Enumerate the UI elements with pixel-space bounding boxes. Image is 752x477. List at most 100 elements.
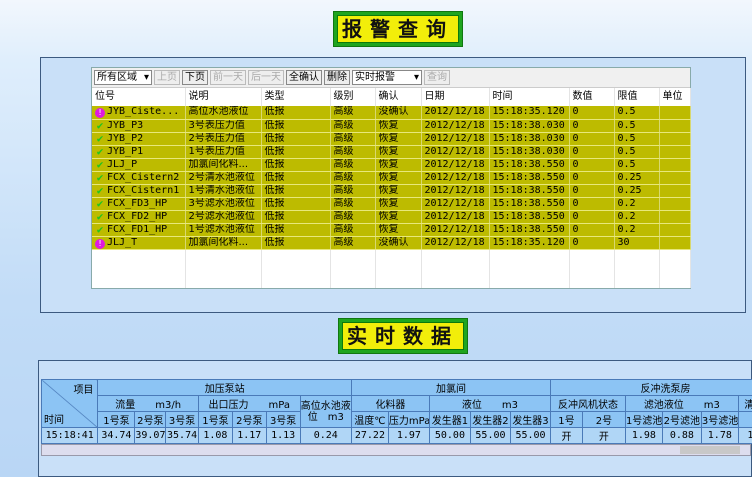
cell-level: 高级 xyxy=(330,210,376,224)
column-header[interactable]: 时间 xyxy=(489,88,570,106)
cell-time: 15:18:35.120 xyxy=(489,236,570,250)
alarm-row[interactable]: ! JYB_Ciste... 高位水池液位 低报 高级 没确认 2012/12/18 15:1… xyxy=(92,106,691,120)
prev-page-button[interactable]: 上页 xyxy=(154,70,180,85)
cell-value: 0 xyxy=(569,197,615,211)
cell-level: 高级 xyxy=(330,171,376,185)
cell-value: 0 xyxy=(569,210,615,224)
cell-tag: ! JLJ_T xyxy=(92,236,186,250)
column-header[interactable]: 确认 xyxy=(375,88,422,106)
column-header: 1号 xyxy=(737,411,752,428)
empty-cell xyxy=(185,249,262,262)
cell-type: 低报 xyxy=(261,236,331,250)
data-value: 开 xyxy=(581,427,626,444)
alarm-row[interactable]: ! JLJ_T 加氯间化料... 低报 高级 没确认 2012/12/18 15:18:35.… xyxy=(92,236,691,250)
group-backwash-room: 反冲洗泵房 xyxy=(550,379,752,396)
cell-date: 2012/12/18 xyxy=(421,158,490,172)
alarm-row[interactable]: ✔ FCX_Cistern2 2号清水池液位 低报 高级 恢复 2012/12/18 15:1… xyxy=(92,171,691,185)
cell-confirm: 恢复 xyxy=(375,197,422,211)
cell-time: 15:18:38.550 xyxy=(489,223,570,237)
alarm-row[interactable]: ✔ FCX_FD1_HP 1号滤水池液位 低报 高级 恢复 2012/12/18 15:18:… xyxy=(92,223,691,237)
column-header[interactable]: 单位 xyxy=(659,88,691,106)
column-header[interactable]: 级别 xyxy=(330,88,376,106)
cell-desc: 加氯间化料... xyxy=(185,158,262,172)
cell-unit xyxy=(659,210,691,224)
cell-date: 2012/12/18 xyxy=(421,210,490,224)
column-header[interactable]: 位号 xyxy=(92,88,186,106)
cell-date: 2012/12/18 xyxy=(421,184,490,198)
empty-cell xyxy=(330,262,376,275)
horizontal-scrollbar[interactable] xyxy=(41,444,751,456)
cell-time: 15:18:38.550 xyxy=(489,197,570,211)
chevron-down-icon: ▾ xyxy=(143,72,149,83)
checkmark-icon: ✔ xyxy=(96,158,104,171)
scrollbar-thumb[interactable] xyxy=(680,446,740,454)
alarm-row[interactable]: ✔ FCX_Cistern1 1号清水池液位 低报 高级 恢复 2012/12/18 15:1… xyxy=(92,184,691,198)
empty-cell xyxy=(489,262,570,275)
cell-tag: ✔ JLJ_P xyxy=(92,158,186,172)
checkmark-icon: ✔ xyxy=(96,132,104,145)
checkmark-icon: ✔ xyxy=(96,184,104,197)
column-header: 发生器3 xyxy=(509,411,552,428)
query-button[interactable]: 查询 xyxy=(424,70,450,85)
confirm-all-button[interactable]: 全确认 xyxy=(286,70,322,85)
checkmark-icon: ✔ xyxy=(96,197,104,210)
cell-type: 低报 xyxy=(261,158,331,172)
cell-type: 低报 xyxy=(261,171,331,185)
tag-text: JLJ_P xyxy=(107,158,138,170)
alarm-row[interactable]: ✔ JYB_P3 3号表压力值 低报 高级 恢复 2012/12/18 15:18:38.03… xyxy=(92,119,691,133)
area-select[interactable]: 所有区域 ▾ xyxy=(94,70,152,85)
next-day-button[interactable]: 后一天 xyxy=(248,70,284,85)
prev-day-button[interactable]: 前一天 xyxy=(210,70,246,85)
cell-confirm: 没确认 xyxy=(375,236,422,250)
alarm-row[interactable]: ✔ FCX_FD2_HP 2号滤水池液位 低报 高级 恢复 2012/12/18 15:18:… xyxy=(92,210,691,224)
cell-level: 高级 xyxy=(330,223,376,237)
cell-confirm: 恢复 xyxy=(375,132,422,146)
cell-tag: ✔ FCX_FD2_HP xyxy=(92,210,186,224)
data-value: 50.00 xyxy=(428,427,471,444)
alarm-row[interactable]: ✔ FCX_FD3_HP 3号滤水池液位 低报 高级 恢复 2012/12/18 15:18:… xyxy=(92,197,691,211)
tag-text: JLJ_T xyxy=(107,236,138,248)
cell-confirm: 没确认 xyxy=(375,106,422,120)
delete-button[interactable]: 删除 xyxy=(324,70,350,85)
cell-level: 高级 xyxy=(330,184,376,198)
data-value: 1.18 xyxy=(737,427,752,444)
empty-cell xyxy=(330,249,376,262)
group-chlorine-room: 加氯间 xyxy=(350,379,552,396)
cell-desc: 3号滤水池液位 xyxy=(185,197,262,211)
cell-desc: 1号表压力值 xyxy=(185,145,262,159)
alarm-row[interactable]: ✔ JYB_P1 1号表压力值 低报 高级 恢复 2012/12/18 15:18:38.03… xyxy=(92,145,691,159)
data-value: 1.08 xyxy=(197,427,233,444)
empty-cell xyxy=(261,275,331,288)
column-header[interactable]: 说明 xyxy=(185,88,262,106)
cell-limit: 0.2 xyxy=(614,210,660,224)
cell-time: 15:18:35.120 xyxy=(489,106,570,120)
column-header[interactable]: 数值 xyxy=(569,88,615,106)
cell-level: 高级 xyxy=(330,197,376,211)
tag-text: JYB_P1 xyxy=(107,145,144,157)
chevron-down-icon: ▾ xyxy=(413,72,419,83)
alarm-row[interactable]: ✔ JLJ_P 加氯间化料... 低报 高级 恢复 2012/12/18 15:18:38.5… xyxy=(92,158,691,172)
cell-confirm: 恢复 xyxy=(375,210,422,224)
cell-confirm: 恢复 xyxy=(375,119,422,133)
column-header: 1号泵 xyxy=(97,411,136,428)
cell-date: 2012/12/18 xyxy=(421,132,490,146)
column-header[interactable]: 限值 xyxy=(614,88,660,106)
data-value: 55.00 xyxy=(509,427,552,444)
cell-type: 低报 xyxy=(261,119,331,133)
column-header: 发生器2 xyxy=(469,411,511,428)
empty-row xyxy=(92,262,691,275)
mode-select[interactable]: 实时报警 ▾ xyxy=(352,70,422,85)
column-header[interactable]: 日期 xyxy=(421,88,490,106)
empty-cell xyxy=(261,262,331,275)
alarm-panel: 所有区域 ▾ 上页 下页 前一天 后一天 全确认 删除 实时报警 ▾ 查询 位号 说明… xyxy=(40,57,746,313)
alarm-row[interactable]: ✔ JYB_P2 2号表压力值 低报 高级 恢复 2012/12/18 15:18:38.03… xyxy=(92,132,691,146)
empty-cell xyxy=(489,275,570,288)
column-header: 1号 xyxy=(550,411,583,428)
next-page-button[interactable]: 下页 xyxy=(182,70,208,85)
cell-unit xyxy=(659,119,691,133)
column-header[interactable]: 类型 xyxy=(261,88,331,106)
sub-fan: 反冲风机状态 xyxy=(550,395,626,412)
alarm-icon: ! xyxy=(95,108,105,118)
realtime-table: 项目 时间 加压泵站 加氯间 反冲洗泵房 流量 m3/h 出口压力 mPa 高位水… xyxy=(40,379,752,444)
cell-unit xyxy=(659,106,691,120)
